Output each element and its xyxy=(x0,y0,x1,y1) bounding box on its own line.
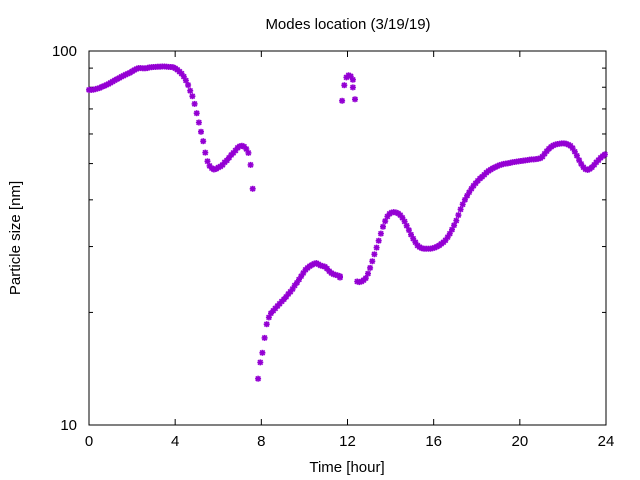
data-point xyxy=(202,149,209,156)
data-point xyxy=(365,270,371,277)
x-tick-label: 0 xyxy=(85,433,93,450)
data-point xyxy=(263,321,270,328)
chart-title: Modes location (3/19/19) xyxy=(265,16,430,33)
data-point xyxy=(373,244,380,251)
data-point xyxy=(337,274,343,281)
data-point xyxy=(185,82,192,88)
data-point xyxy=(261,334,268,341)
data-point xyxy=(187,87,194,94)
data-point xyxy=(457,206,464,213)
data-point xyxy=(257,359,264,366)
data-point xyxy=(451,222,458,229)
data-point xyxy=(193,110,200,117)
x-tick-label: 4 xyxy=(171,433,179,450)
data-point xyxy=(375,237,382,244)
data-point xyxy=(349,76,356,83)
data-series xyxy=(86,63,608,382)
data-point xyxy=(380,223,386,230)
data-point xyxy=(247,161,254,168)
data-point xyxy=(341,82,348,89)
data-point xyxy=(255,375,262,382)
data-point xyxy=(339,97,346,104)
data-point xyxy=(455,212,462,219)
data-point xyxy=(349,84,356,91)
x-axis-label: Time [hour] xyxy=(309,459,384,476)
data-point xyxy=(369,258,376,265)
y-axis-label: Particle size [nm] xyxy=(7,181,24,295)
plot-frame xyxy=(88,50,607,426)
x-tick-label: 8 xyxy=(257,433,265,450)
data-point xyxy=(459,201,466,208)
data-point xyxy=(249,185,256,192)
data-point xyxy=(191,100,198,107)
data-point xyxy=(245,149,252,156)
x-tick-label: 20 xyxy=(511,433,528,450)
data-point xyxy=(377,230,384,237)
data-point xyxy=(403,222,410,229)
data-point xyxy=(195,119,202,126)
y-tick-label: 100 xyxy=(52,43,77,60)
data-point xyxy=(352,96,358,103)
data-point xyxy=(289,286,296,292)
y-tick-label: 10 xyxy=(60,417,77,434)
data-point xyxy=(259,349,266,356)
plot-area xyxy=(88,50,607,426)
data-point xyxy=(200,138,207,145)
data-point xyxy=(601,151,608,158)
data-point xyxy=(371,251,378,258)
data-point xyxy=(189,93,196,100)
data-point xyxy=(405,227,412,234)
x-tick-label: 24 xyxy=(598,433,615,450)
data-point xyxy=(180,73,187,80)
data-point xyxy=(453,217,460,224)
data-point xyxy=(367,264,374,271)
data-point xyxy=(204,158,211,165)
data-point xyxy=(198,128,204,135)
y-axis: 10 100 xyxy=(52,43,606,434)
data-point xyxy=(382,218,389,225)
x-axis: 0 4 8 12 16 20 24 xyxy=(85,51,615,450)
x-tick-label: 16 xyxy=(425,433,442,450)
data-point xyxy=(272,305,279,312)
x-tick-label: 12 xyxy=(339,433,356,450)
data-point xyxy=(362,275,369,282)
